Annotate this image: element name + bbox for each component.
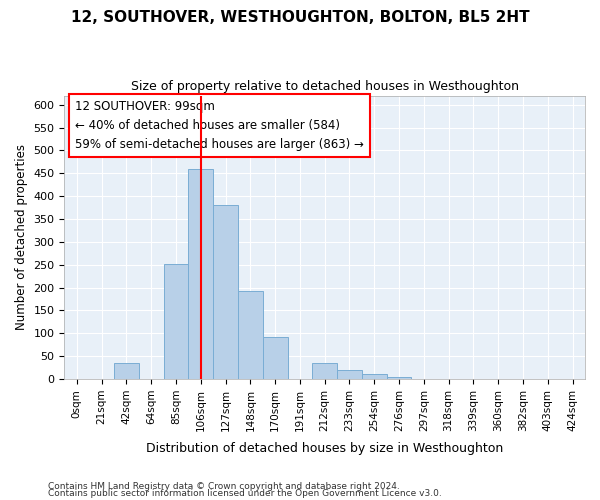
Text: 12, SOUTHOVER, WESTHOUGHTON, BOLTON, BL5 2HT: 12, SOUTHOVER, WESTHOUGHTON, BOLTON, BL5… — [71, 10, 529, 25]
Y-axis label: Number of detached properties: Number of detached properties — [15, 144, 28, 330]
Bar — [188, 168, 213, 379]
Bar — [362, 374, 386, 379]
Title: Size of property relative to detached houses in Westhoughton: Size of property relative to detached ho… — [131, 80, 519, 93]
Bar — [313, 363, 337, 379]
Bar — [213, 206, 238, 379]
Bar — [238, 292, 263, 379]
Text: Contains public sector information licensed under the Open Government Licence v3: Contains public sector information licen… — [48, 490, 442, 498]
Text: 12 SOUTHOVER: 99sqm
← 40% of detached houses are smaller (584)
59% of semi-detac: 12 SOUTHOVER: 99sqm ← 40% of detached ho… — [75, 100, 364, 151]
Text: Contains HM Land Registry data © Crown copyright and database right 2024.: Contains HM Land Registry data © Crown c… — [48, 482, 400, 491]
X-axis label: Distribution of detached houses by size in Westhoughton: Distribution of detached houses by size … — [146, 442, 503, 455]
Bar — [337, 370, 362, 379]
Bar — [386, 377, 412, 379]
Bar — [114, 363, 139, 379]
Bar — [263, 337, 287, 379]
Bar — [164, 264, 188, 379]
